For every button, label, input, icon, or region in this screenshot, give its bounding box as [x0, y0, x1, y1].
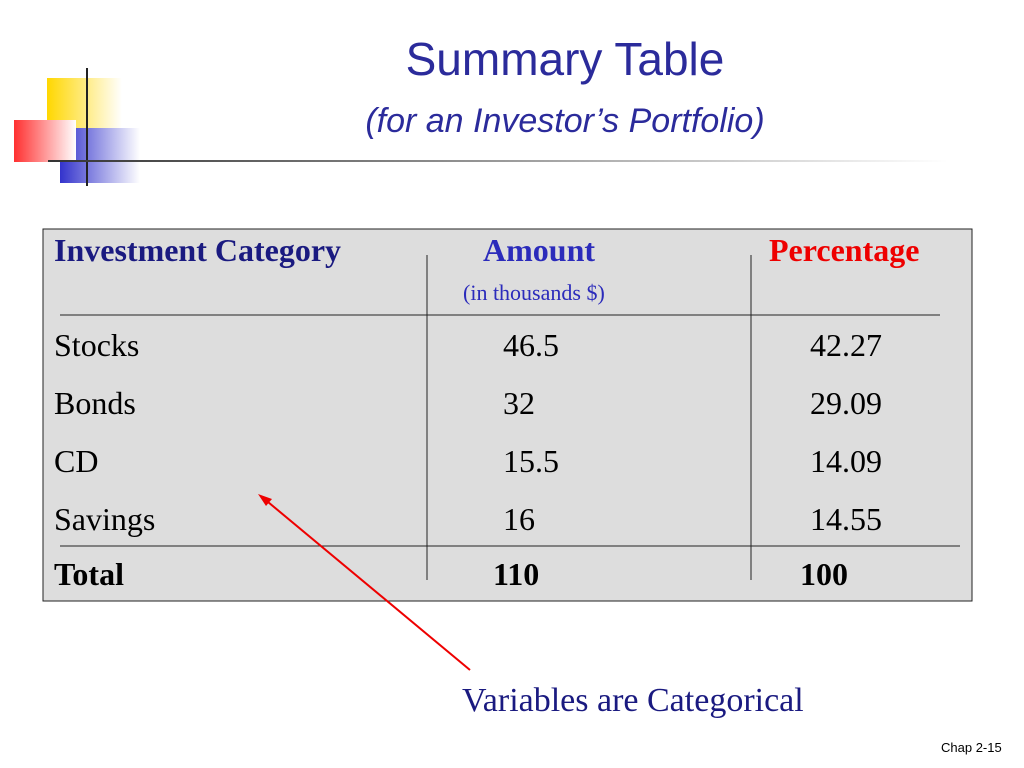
header: Percentage: [769, 232, 920, 268]
cell: 110: [493, 556, 540, 592]
cell: 14.55: [810, 501, 882, 537]
cell: 14.09: [810, 443, 882, 479]
table-box: [42, 228, 973, 602]
arrow-head: [258, 494, 272, 506]
deco-red: [14, 120, 76, 162]
cell: 29.09: [810, 385, 882, 421]
cell: 46.5: [503, 327, 559, 363]
cell: 15.5: [503, 443, 559, 479]
cell: Stocks: [54, 327, 140, 363]
subheader: (in thousands $): [463, 280, 605, 305]
annotation: Variables are Categorical: [462, 682, 804, 719]
cell: Savings: [54, 501, 156, 537]
header: Investment Category: [54, 232, 342, 268]
footer: Chap 2-15: [941, 740, 1002, 755]
cell: CD: [54, 443, 99, 479]
cell: Total: [54, 556, 124, 592]
arrow: [261, 496, 471, 671]
cell: Bonds: [54, 385, 136, 421]
cell: 100: [800, 556, 848, 592]
cell: 16: [503, 501, 535, 537]
cell: 42.27: [810, 327, 882, 363]
title: Summary Table: [405, 33, 725, 85]
subtitle: (for an Investor’s Portfolio): [365, 102, 765, 140]
title-rule: [48, 160, 948, 162]
header: Amount: [483, 232, 596, 268]
cell: 32: [503, 385, 535, 421]
